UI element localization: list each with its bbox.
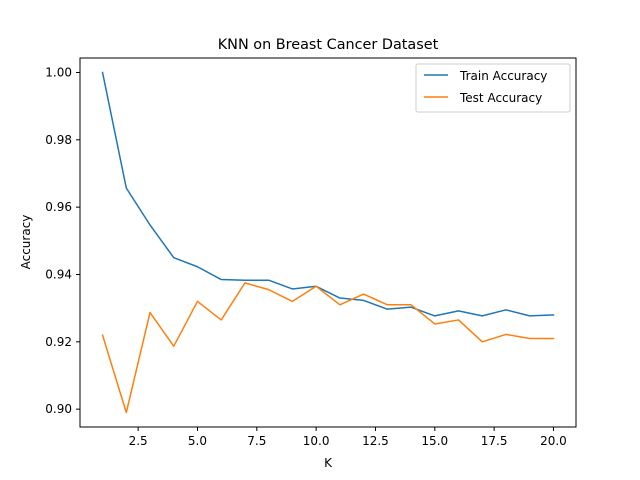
chart-title: KNN on Breast Cancer Dataset xyxy=(218,37,439,53)
y-tick-label: 0.90 xyxy=(45,402,72,416)
series-lines xyxy=(101,71,555,414)
y-tick-label: 0.96 xyxy=(45,200,72,214)
train-accuracy-line xyxy=(101,71,555,317)
legend-box xyxy=(415,63,571,113)
y-tick-label: 0.98 xyxy=(45,133,72,147)
y-tick-label: 1.00 xyxy=(45,65,72,79)
x-tick-label: 20.0 xyxy=(540,434,567,448)
y-tick-label: 0.94 xyxy=(45,267,72,281)
legend-label-test: Test Accuracy xyxy=(459,91,542,105)
test-accuracy-line xyxy=(101,282,555,414)
plot-area xyxy=(79,57,577,428)
x-tick-label: 10.0 xyxy=(303,434,330,448)
x-tick-label: 7.5 xyxy=(247,434,266,448)
legend-label-train: Train Accuracy xyxy=(459,69,547,83)
y-tick-label: 0.92 xyxy=(45,335,72,349)
x-tick-label: 2.5 xyxy=(129,434,148,448)
x-tick-label: 5.0 xyxy=(188,434,207,448)
x-tick-label: 12.5 xyxy=(362,434,389,448)
x-tick-label: 15.0 xyxy=(421,434,448,448)
y-axis: 0.90 0.92 0.94 0.96 0.98 1.00 xyxy=(45,65,80,416)
y-axis-label: Accuracy xyxy=(19,215,33,270)
x-tick-label: 17.5 xyxy=(481,434,508,448)
x-axis: 2.5 5.0 7.5 10.0 12.5 15.0 17.5 20.0 xyxy=(129,427,567,448)
x-axis-label: K xyxy=(324,456,333,470)
legend: Train Accuracy Test Accuracy xyxy=(415,63,571,113)
